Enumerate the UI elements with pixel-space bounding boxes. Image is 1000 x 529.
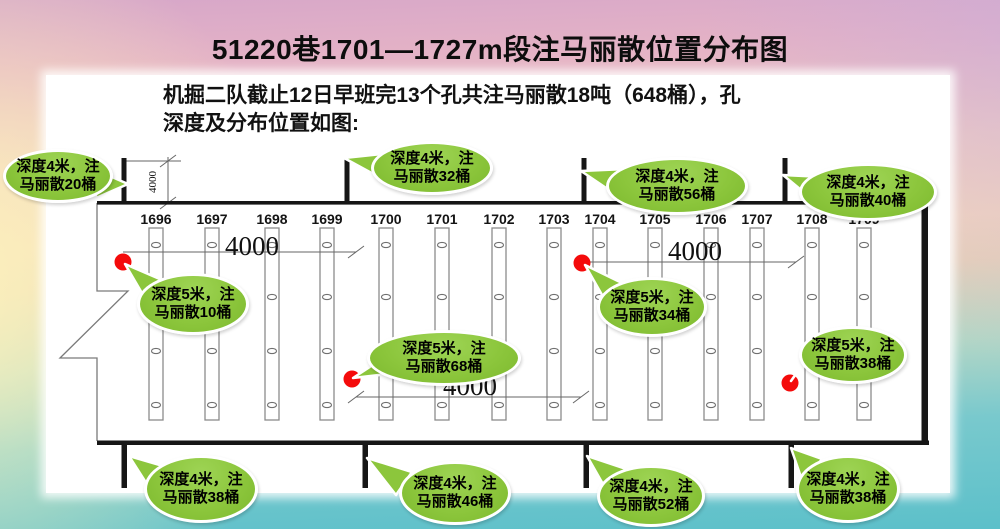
callout-mid-2: 深度5米，注 马丽散68桶 bbox=[367, 330, 521, 386]
injection-tick bbox=[344, 158, 350, 201]
drill-column-1703: 1703 bbox=[538, 211, 570, 421]
drill-column-1698: 1698 bbox=[256, 211, 288, 421]
callout-top-1: 深度4米，注 马丽散20桶 bbox=[3, 149, 113, 203]
drill-column-1700: 1700 bbox=[370, 211, 402, 421]
callout-line2: 马丽散10桶 bbox=[154, 304, 232, 321]
station-label: 1707 bbox=[741, 211, 772, 227]
drill-column-1699: 1699 bbox=[311, 211, 343, 421]
station-label: 1700 bbox=[370, 211, 401, 227]
drill-column-1708: 1708 bbox=[796, 211, 828, 421]
station-label: 1708 bbox=[796, 211, 827, 227]
station-label: 1702 bbox=[483, 211, 514, 227]
callout-top-3: 深度4米，注 马丽散56桶 bbox=[606, 157, 748, 215]
station-label: 1698 bbox=[256, 211, 287, 227]
station-label: 1705 bbox=[639, 211, 670, 227]
callout-line2: 马丽散38桶 bbox=[814, 355, 892, 372]
station-label: 1699 bbox=[311, 211, 342, 227]
callout-line1: 深度4米，注 bbox=[806, 471, 890, 488]
callout-top-2: 深度4米，注 马丽散32桶 bbox=[371, 141, 493, 195]
callout-line2: 马丽散38桶 bbox=[809, 489, 887, 506]
injection-tick bbox=[583, 445, 589, 488]
injection-tick bbox=[121, 158, 127, 201]
drill-column-1709: 1709 bbox=[848, 211, 880, 421]
injection-tick bbox=[782, 158, 788, 201]
callout-bottom-3: 深度4米，注 马丽散52桶 bbox=[597, 465, 705, 527]
bottom-wall bbox=[97, 440, 929, 445]
injection-dot bbox=[343, 370, 361, 388]
station-label: 1697 bbox=[196, 211, 227, 227]
callout-bottom-1: 深度4米，注 马丽散38桶 bbox=[144, 455, 258, 523]
top-wall bbox=[97, 201, 929, 205]
injection-tick bbox=[581, 158, 587, 201]
slide-title: 51220巷1701—1727m段注马丽散位置分布图 bbox=[211, 34, 789, 65]
station-label: 1701 bbox=[426, 211, 457, 227]
subtitle-line-2: 深度及分布位置如图: bbox=[163, 112, 359, 136]
dimension-lines bbox=[123, 154, 805, 404]
station-label: 1696 bbox=[140, 211, 171, 227]
callout-line1: 深度5米，注 bbox=[610, 289, 694, 306]
callout-line1: 深度5米，注 bbox=[402, 340, 486, 357]
drill-column-1706: 1706 bbox=[695, 211, 727, 421]
injection-tick bbox=[788, 445, 794, 488]
callout-line1: 深度4米，注 bbox=[413, 475, 497, 492]
injection-tick bbox=[362, 445, 368, 488]
callout-line1: 深度4米，注 bbox=[16, 158, 100, 175]
injection-dot bbox=[781, 374, 799, 392]
slide-subtitle: 机掘二队截止12日早班完13个孔共注马丽散18吨（648桶），孔 深度及分布位置… bbox=[163, 82, 863, 139]
callout-line2: 马丽散56桶 bbox=[638, 186, 716, 203]
callout-line2: 马丽散52桶 bbox=[612, 496, 690, 513]
callout-line1: 深度4米，注 bbox=[826, 174, 910, 191]
left-break-line bbox=[58, 203, 130, 441]
dimension-label-right: 4000 bbox=[668, 236, 722, 266]
callout-line1: 深度4米，注 bbox=[159, 471, 243, 488]
callout-line1: 深度5米，注 bbox=[811, 337, 895, 354]
callout-line2: 马丽散34桶 bbox=[613, 307, 691, 324]
callout-line2: 马丽散46桶 bbox=[416, 493, 494, 510]
callout-line1: 深度5米，注 bbox=[151, 286, 235, 303]
callout-line1: 深度4米，注 bbox=[609, 478, 693, 495]
callout-top-4: 深度4米，注 马丽散40桶 bbox=[799, 163, 937, 221]
station-label: 1703 bbox=[538, 211, 569, 227]
injection-tick bbox=[121, 445, 127, 488]
callout-line1: 深度4米，注 bbox=[635, 168, 719, 185]
callout-bottom-4: 深度4米，注 马丽散38桶 bbox=[796, 455, 900, 523]
subtitle-line-1: 机掘二队截止12日早班完13个孔共注马丽散18吨（648桶），孔 bbox=[163, 84, 741, 107]
callout-line2: 马丽散32桶 bbox=[393, 168, 471, 185]
callout-line2: 马丽散38桶 bbox=[162, 489, 240, 506]
station-label: 1706 bbox=[695, 211, 726, 227]
callout-mid-4: 深度5米，注 马丽散38桶 bbox=[799, 326, 907, 384]
callout-bottom-2: 深度4米，注 马丽散46桶 bbox=[399, 461, 511, 525]
callout-line2: 马丽散40桶 bbox=[829, 192, 907, 209]
callout-line1: 深度4米，注 bbox=[390, 150, 474, 167]
station-label: 1704 bbox=[584, 211, 615, 227]
callout-mid-1: 深度5米，注 马丽散10桶 bbox=[137, 273, 249, 335]
dimension-label-left: 4000 bbox=[225, 231, 279, 261]
callout-mid-3: 深度5米，注 马丽散34桶 bbox=[597, 277, 707, 337]
drill-column-1707: 1707 bbox=[741, 211, 773, 421]
dimension-label-vertical: 4000 bbox=[147, 171, 159, 194]
callout-line2: 马丽散68桶 bbox=[405, 358, 483, 375]
tunnel-walls bbox=[97, 158, 929, 488]
right-wall bbox=[921, 201, 928, 445]
callout-line2: 马丽散20桶 bbox=[19, 176, 97, 193]
